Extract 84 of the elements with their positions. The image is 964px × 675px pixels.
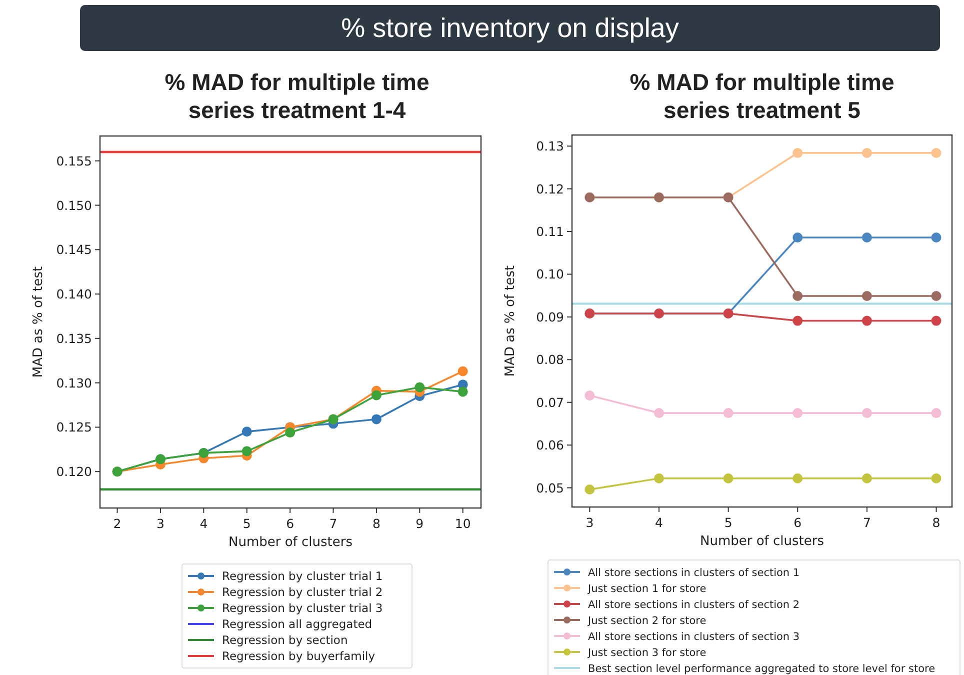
point	[862, 291, 872, 302]
x-tick-label: 2	[113, 516, 122, 531]
x-tick-label: 8	[932, 515, 940, 530]
point	[862, 473, 872, 484]
y-tick-label: 0.155	[56, 153, 92, 168]
x-tick-label: 5	[242, 516, 251, 531]
x-axis-title: Number of clusters	[228, 535, 353, 550]
x-axis-title: Number of clusters	[700, 534, 824, 549]
legend-label: All store sections in clusters of section 1	[588, 567, 800, 579]
text: % store inventory on display	[341, 13, 680, 43]
point	[654, 408, 664, 418]
point	[931, 473, 942, 484]
y-tick-label: 0.150	[56, 198, 92, 213]
y-tick-label: 0.120	[56, 464, 92, 480]
y-tick-label: 0.10	[536, 266, 564, 282]
point	[931, 232, 942, 243]
point	[792, 232, 803, 243]
x-tick-label: 5	[724, 515, 732, 530]
y-tick-label: 0.08	[536, 352, 564, 368]
x-tick-label: 4	[200, 516, 208, 531]
point	[414, 382, 425, 392]
legend-label: All store sections in clusters of section 3	[588, 631, 800, 643]
legend-label: Regression by cluster trial 3	[222, 601, 383, 615]
point	[862, 408, 872, 418]
point	[792, 291, 803, 302]
point	[371, 414, 382, 424]
y-axis-title: MAD as % of test	[503, 265, 518, 377]
x-tick-label: 7	[329, 516, 338, 531]
point	[371, 390, 382, 400]
y-tick-label: 0.13	[536, 138, 564, 154]
x-tick-label: 3	[156, 516, 164, 531]
point	[285, 428, 296, 438]
point	[862, 232, 872, 243]
point	[931, 316, 942, 326]
point	[792, 473, 803, 484]
point	[931, 408, 942, 418]
legend-label: Just section 1 for store	[587, 583, 706, 595]
point	[792, 408, 803, 418]
y-tick-label: 0.125	[56, 420, 92, 435]
point	[654, 473, 664, 484]
point	[931, 148, 942, 158]
point	[792, 316, 803, 326]
y-tick-label: 0.07	[536, 394, 564, 410]
y-tick-label: 0.12	[536, 181, 564, 196]
y-tick-label: 0.140	[56, 286, 92, 302]
point	[458, 386, 468, 397]
point	[723, 473, 734, 484]
y-tick-label: 0.145	[56, 242, 92, 258]
legend-label: Regression by cluster trial 1	[222, 569, 383, 583]
x-tick-label: 3	[586, 515, 594, 530]
x-tick-label: 4	[655, 515, 664, 530]
y-axis-title: MAD as % of test	[31, 266, 46, 378]
y-tick-label: 0.11	[536, 224, 564, 240]
y-tick-label: 0.130	[56, 375, 92, 390]
chart-title: % MAD for multiple time series treatment 5	[630, 69, 894, 123]
x-tick-label: 6	[794, 515, 802, 530]
point	[792, 148, 803, 158]
point	[862, 316, 872, 326]
legend-label: Just section 3 for store	[587, 647, 706, 659]
y-tick-label: 0.135	[56, 330, 92, 346]
point	[584, 484, 595, 494]
x-tick-label: 7	[862, 515, 871, 530]
y-tick-label: 0.06	[536, 438, 564, 453]
chart-title: % MAD for multiple time series treatment 1-4	[164, 69, 430, 123]
legend-label: All store sections in clusters of section 2	[588, 599, 800, 611]
x-tick-label: 6	[286, 516, 294, 531]
point	[931, 291, 942, 302]
legend-label: Just section 2 for store	[587, 615, 706, 627]
point	[458, 366, 468, 376]
point	[242, 446, 252, 456]
legend-label: Regression by section	[222, 633, 348, 647]
point	[862, 148, 872, 158]
x-tick-label: 8	[372, 516, 380, 531]
y-tick-label: 0.09	[536, 309, 564, 324]
legend-label: Regression by buyerfamily	[222, 649, 376, 663]
point	[723, 408, 734, 418]
legend-label: Regression by cluster trial 2	[222, 585, 383, 599]
legend-label: Regression all aggregated	[222, 617, 372, 631]
y-tick-label: 0.05	[536, 480, 564, 496]
point	[584, 390, 595, 401]
legend-label: Best section level performance aggregated to store level for store	[588, 663, 936, 675]
x-tick-label: 9	[416, 516, 424, 531]
x-tick-label: 10	[454, 516, 471, 531]
point	[242, 426, 252, 437]
